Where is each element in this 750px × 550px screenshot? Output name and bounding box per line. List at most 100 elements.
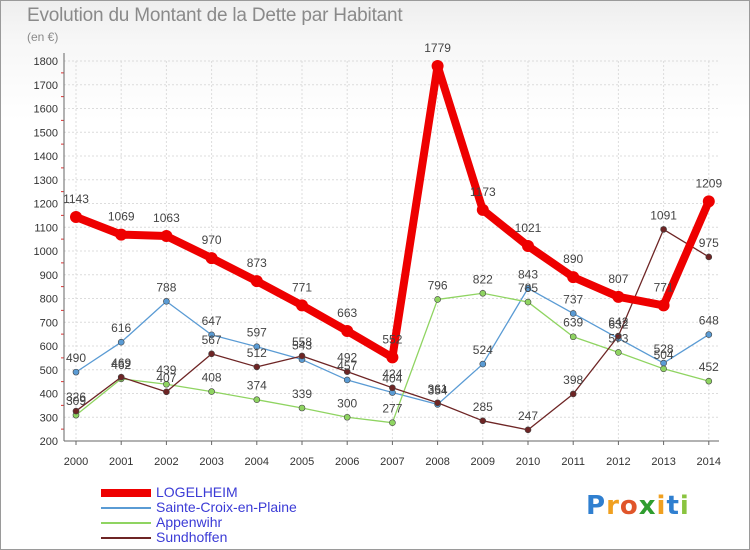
y-tick-label: 400 xyxy=(40,389,58,401)
x-tick-label: 2000 xyxy=(64,456,88,468)
data-label: 573 xyxy=(608,331,628,345)
grid-lines xyxy=(64,60,719,442)
x-tick-label: 2009 xyxy=(471,456,495,468)
y-tick-label: 800 xyxy=(40,294,58,306)
data-point xyxy=(524,426,532,434)
logo-letter: P xyxy=(586,491,607,521)
x-tick-label: 2012 xyxy=(606,456,630,468)
data-label: 490 xyxy=(66,351,86,365)
x-tick-label: 2003 xyxy=(199,456,223,468)
data-point xyxy=(253,363,261,371)
chart-title: Evolution du Montant de la Dette par Hab… xyxy=(27,5,403,26)
data-point xyxy=(702,195,715,208)
data-point xyxy=(386,351,399,364)
data-point xyxy=(479,417,487,425)
y-tick-label: 1600 xyxy=(34,104,58,116)
data-label: 552 xyxy=(382,332,402,346)
data-label: 457 xyxy=(337,359,357,373)
y-tick-label: 200 xyxy=(40,436,58,448)
x-tick-label: 2013 xyxy=(651,456,675,468)
data-label: 339 xyxy=(292,387,312,401)
data-point xyxy=(250,275,263,288)
data-label: 247 xyxy=(518,409,538,423)
data-label: 452 xyxy=(699,360,719,374)
y-tick-label: 1700 xyxy=(34,80,58,92)
logo-letter: x xyxy=(638,491,657,521)
chart-unit-label: (en €) xyxy=(27,30,59,44)
data-point xyxy=(567,271,580,284)
data-point xyxy=(298,352,306,360)
data-point xyxy=(522,240,534,253)
data-label: 648 xyxy=(699,314,719,328)
data-point xyxy=(479,360,487,368)
data-point xyxy=(208,350,215,358)
data-label: 873 xyxy=(247,256,267,270)
y-tick-label: 1200 xyxy=(34,199,58,211)
legend-label: LOGELHEIM xyxy=(156,484,238,500)
data-label: 1069 xyxy=(108,210,135,224)
data-point xyxy=(298,404,306,412)
data-label: 504 xyxy=(654,348,674,362)
logo-letter: t xyxy=(666,491,680,521)
data-label: 890 xyxy=(563,252,583,266)
data-point xyxy=(208,331,215,339)
data-label: 300 xyxy=(337,396,357,410)
x-tick-label: 2008 xyxy=(425,456,449,468)
data-label: 1143 xyxy=(63,192,89,206)
legend-label: Sainte-Croix-en-Plaine xyxy=(156,499,297,515)
data-label: 796 xyxy=(428,278,448,292)
data-point xyxy=(524,298,532,306)
data-label: 361 xyxy=(428,382,448,396)
data-label: 975 xyxy=(699,236,719,250)
x-tick-label: 2001 xyxy=(109,456,133,468)
data-label: 1021 xyxy=(515,221,542,235)
x-tick-label: 2002 xyxy=(154,456,178,468)
data-label: 970 xyxy=(202,233,222,247)
y-tick-label: 1000 xyxy=(34,246,58,258)
data-point xyxy=(296,299,308,312)
data-point xyxy=(343,376,351,384)
data-label: 632 xyxy=(608,317,628,331)
series-lines xyxy=(70,59,715,434)
data-label: 771 xyxy=(292,280,312,294)
data-point xyxy=(524,284,532,292)
x-tick-label: 2010 xyxy=(516,456,540,468)
y-tick-label: 1300 xyxy=(34,175,58,187)
data-label: 462 xyxy=(111,358,131,372)
data-label: 398 xyxy=(563,373,583,387)
data-label: 822 xyxy=(473,272,493,286)
data-label: 785 xyxy=(518,281,538,295)
data-label: 354 xyxy=(428,383,448,397)
data-label: 616 xyxy=(111,321,131,335)
data-point xyxy=(389,419,396,427)
data-label: 524 xyxy=(473,343,493,357)
data-label: 788 xyxy=(156,280,176,294)
data-label: 1209 xyxy=(695,176,722,190)
logo-letter: i xyxy=(656,491,667,521)
y-tick-label: 300 xyxy=(40,412,58,424)
data-point xyxy=(389,384,396,392)
data-label: 771 xyxy=(654,280,674,294)
x-tick-label: 2014 xyxy=(697,456,721,468)
data-point xyxy=(72,368,80,376)
y-tick-label: 500 xyxy=(40,365,58,377)
data-point xyxy=(612,290,625,303)
data-point xyxy=(117,373,125,381)
y-tick-label: 1800 xyxy=(34,56,58,68)
data-label: 439 xyxy=(156,363,176,377)
data-label: 737 xyxy=(563,292,583,306)
data-point xyxy=(208,388,215,395)
data-label: 492 xyxy=(337,351,357,365)
data-point xyxy=(705,377,713,385)
data-label: 404 xyxy=(382,372,402,386)
data-point xyxy=(117,338,125,346)
data-label: 647 xyxy=(202,314,222,328)
legend-swatch xyxy=(101,522,151,524)
legend-label: Appenwihr xyxy=(156,514,223,530)
data-label: 309 xyxy=(66,394,86,408)
x-tick-label: 2004 xyxy=(245,456,269,468)
data-labels: 1143 1069 1063 970 873 771 663 552 1779 1173 1021 8… xyxy=(63,41,722,423)
data-point xyxy=(434,399,441,407)
